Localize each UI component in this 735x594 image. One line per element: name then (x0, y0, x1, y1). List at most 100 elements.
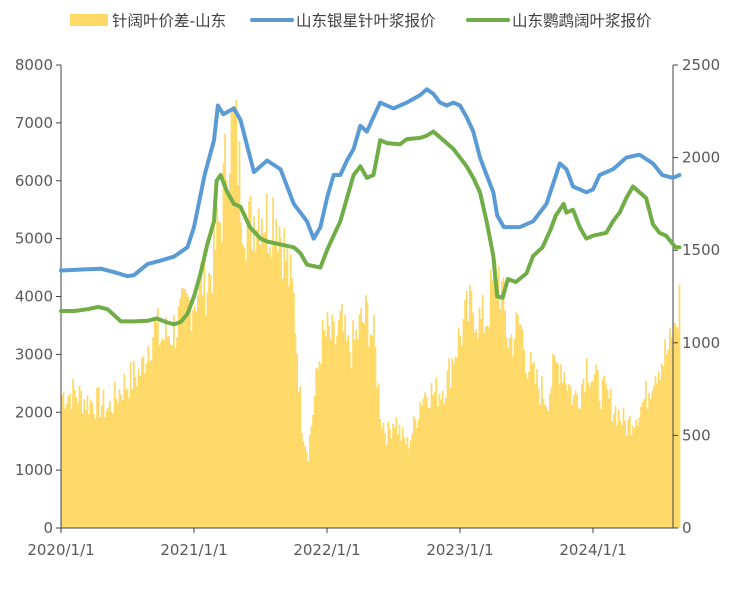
spread-bar (297, 391, 300, 528)
spread-bar (649, 398, 652, 528)
spread-bar (369, 334, 372, 528)
spread-bar (633, 427, 636, 528)
spread-bar (133, 360, 135, 528)
spread-bar (467, 321, 470, 528)
spread-bar (104, 417, 106, 528)
spread-bar (521, 329, 524, 528)
spread-bar (211, 293, 214, 528)
right-axis-tick-label: 2500 (682, 56, 720, 74)
spread-bar (480, 318, 482, 528)
spread-bar (193, 306, 196, 528)
right-axis-tick-label: 1000 (682, 334, 720, 352)
spread-bar (144, 373, 146, 528)
spread-bar (257, 208, 260, 528)
spread-bar (449, 388, 452, 528)
spread-bar (533, 361, 535, 528)
right-axis-tick-label: 2000 (682, 149, 720, 167)
left-axis-tick-label: 4000 (15, 288, 53, 306)
spread-bar (581, 384, 583, 528)
spread-bar (630, 434, 633, 528)
spread-bar (216, 207, 218, 528)
spread-bar (357, 339, 359, 528)
spread-bar (61, 395, 63, 528)
spread-bar (544, 404, 546, 528)
spread-bar (243, 247, 246, 528)
spread-bar (451, 358, 454, 528)
spread-bar (563, 372, 566, 528)
spread-bar (496, 287, 498, 528)
spread-bar (417, 419, 420, 528)
series-line (59, 129, 682, 327)
spread-bar (112, 413, 114, 528)
spread-bar (619, 420, 622, 528)
spread-bar (67, 395, 70, 528)
spread-bar (355, 329, 358, 528)
spread-bar (669, 328, 671, 528)
spread-bar (379, 419, 382, 528)
spread-bar (646, 408, 649, 528)
spread-bar (481, 294, 484, 528)
spread-bar (488, 327, 490, 528)
spread-bar (323, 330, 326, 528)
legend-swatch-bar (70, 14, 108, 26)
spread-bar (392, 423, 394, 528)
spread-bar (198, 271, 201, 528)
spread-bar (289, 254, 292, 529)
spread-bar (227, 190, 230, 528)
spread-bar (611, 422, 614, 528)
spread-bar (313, 396, 316, 528)
spread-bar (158, 344, 161, 528)
spread-bar (78, 385, 81, 528)
spread-bar (101, 405, 103, 528)
legend-label: 针阔叶价差-山东 (112, 12, 226, 30)
spread-bar (291, 278, 294, 528)
spread-bar (609, 388, 612, 528)
spread-bar (659, 380, 662, 528)
spread-bar (448, 358, 450, 528)
right-axis-tick-label: 500 (682, 426, 711, 444)
spread-bar (149, 361, 151, 528)
spread-bar (381, 428, 383, 528)
spread-bar (165, 317, 167, 528)
spread-bar (416, 427, 418, 528)
spread-bar (331, 315, 334, 528)
spread-bar (462, 319, 465, 528)
spread-bar (608, 398, 610, 528)
left-axis-tick-label: 1000 (15, 461, 53, 479)
spread-bar (136, 385, 138, 528)
spread-bar (621, 425, 623, 528)
series-line (59, 87, 682, 279)
spread-bar (229, 173, 231, 528)
spread-bar (150, 360, 153, 528)
spread-bar (584, 392, 586, 528)
spread-bar (278, 225, 281, 529)
spread-bar (320, 363, 322, 528)
legend: 针阔叶价差-山东 山东银星针叶浆报价 山东鹦鹉阔叶浆报价 (70, 12, 652, 30)
spread-bar (395, 417, 398, 528)
spread-bar (62, 392, 65, 528)
spread-bar (489, 270, 492, 528)
spread-bar (142, 356, 145, 528)
tick-labels: 0 1000 2000 3000 4000 5000 6000 7000 8000 0 500 100… (15, 56, 720, 559)
spread-bar (65, 403, 68, 528)
spread-bar (656, 383, 658, 528)
spread-bar (214, 250, 217, 528)
spread-bar (256, 229, 258, 528)
spread-bar (197, 295, 199, 528)
spread-bar (155, 322, 158, 528)
spread-bar (478, 307, 481, 528)
spread-bar (433, 392, 436, 528)
spread-bar (166, 336, 169, 528)
spread-bar (662, 366, 665, 528)
spread-bar (635, 419, 638, 528)
spread-bar (405, 444, 407, 528)
spread-bar (70, 409, 73, 528)
spread-bar (307, 461, 310, 528)
spread-bar (190, 331, 193, 528)
spread-bar (657, 371, 660, 528)
spread-bar (265, 193, 268, 528)
spread-bar (161, 338, 164, 528)
spread-bar (617, 410, 620, 528)
spread-bar (309, 435, 311, 528)
